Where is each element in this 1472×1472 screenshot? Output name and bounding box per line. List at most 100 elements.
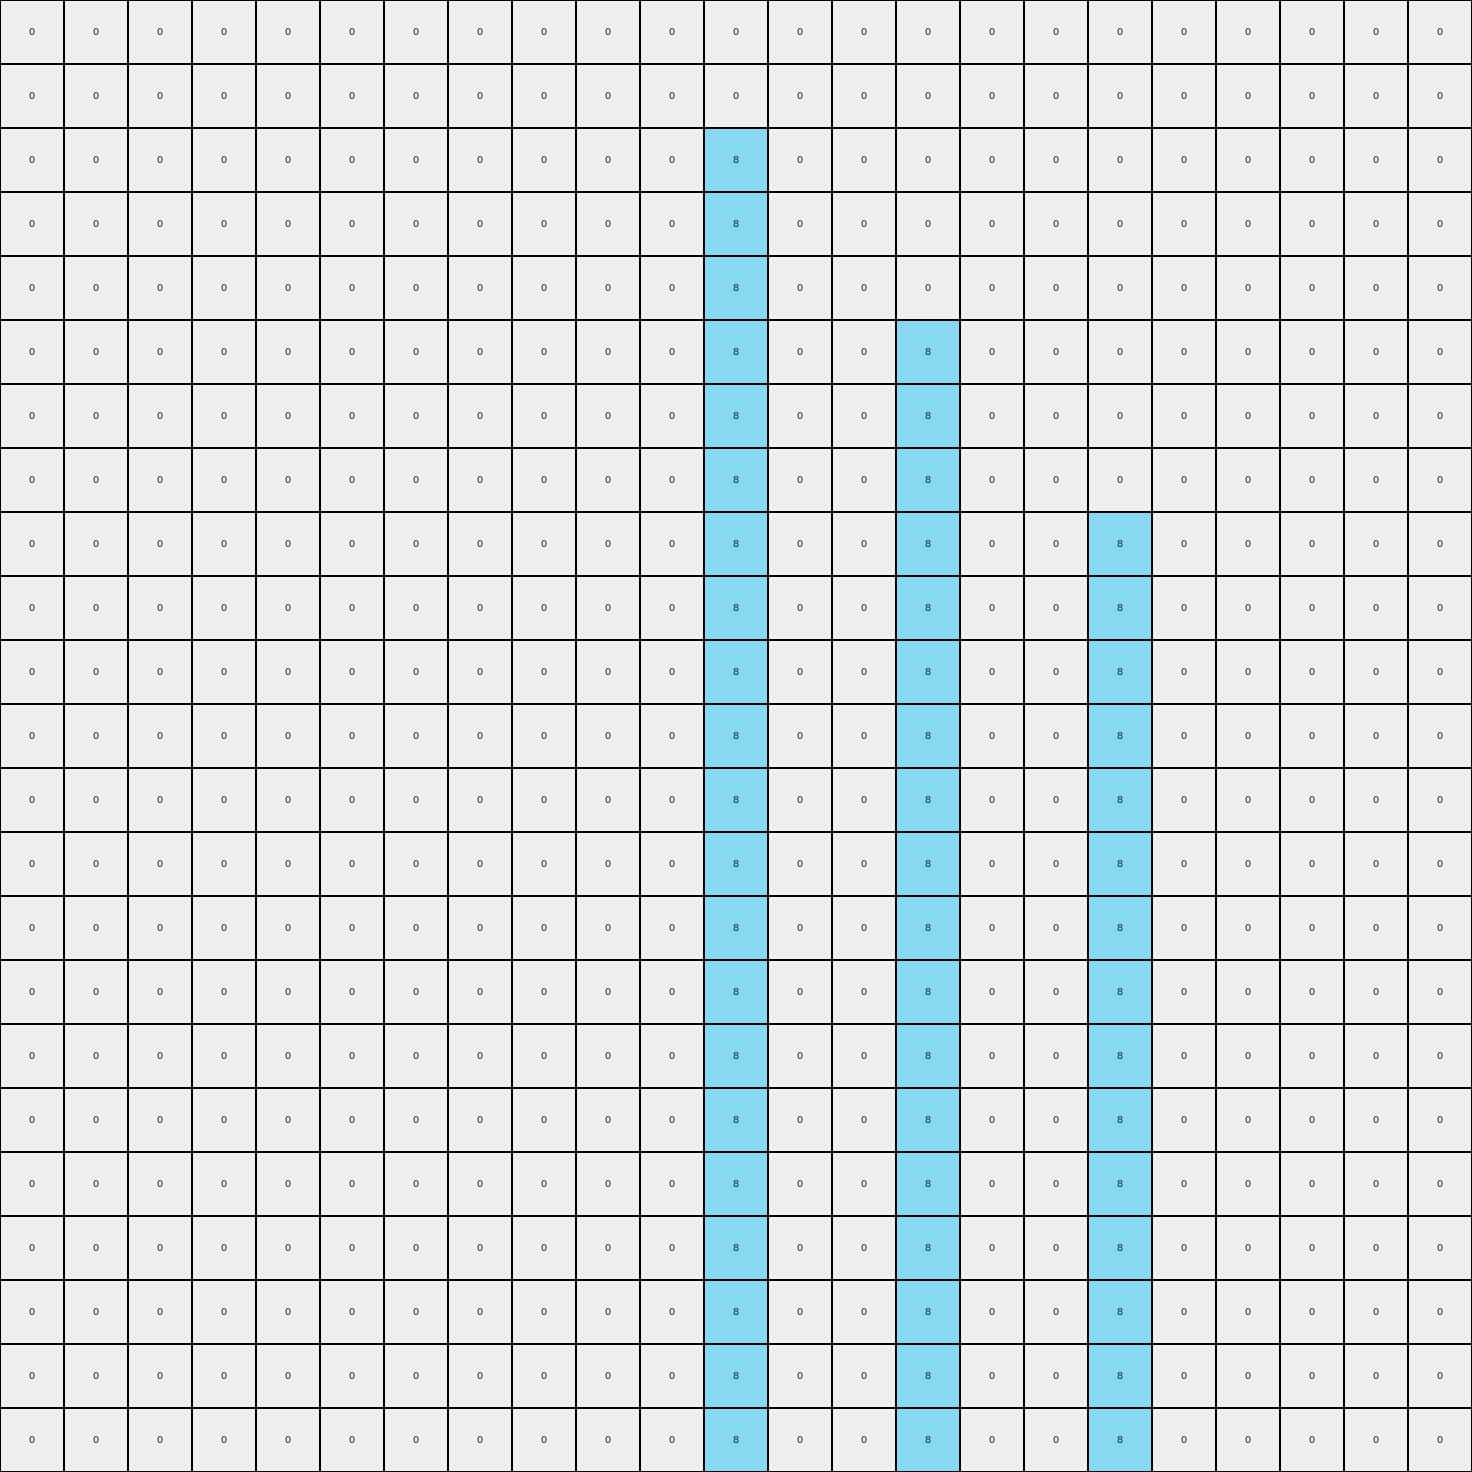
grid-cell[interactable]: 8 [1089, 1025, 1151, 1087]
grid-cell[interactable]: 0 [257, 449, 319, 511]
grid-cell[interactable]: 0 [449, 1217, 511, 1279]
grid-cell[interactable]: 0 [769, 65, 831, 127]
grid-cell[interactable]: 0 [385, 65, 447, 127]
grid-cell[interactable]: 0 [1409, 1153, 1471, 1215]
grid-cell[interactable]: 0 [577, 257, 639, 319]
grid-cell[interactable]: 8 [897, 705, 959, 767]
grid-cell[interactable]: 0 [833, 1281, 895, 1343]
grid-cell[interactable]: 0 [705, 65, 767, 127]
grid-cell[interactable]: 0 [1, 769, 63, 831]
grid-cell[interactable]: 0 [1345, 769, 1407, 831]
grid-cell[interactable]: 0 [385, 1153, 447, 1215]
grid-cell[interactable]: 0 [833, 833, 895, 895]
grid-cell[interactable]: 0 [1345, 641, 1407, 703]
grid-cell[interactable]: 0 [833, 449, 895, 511]
grid-cell[interactable]: 0 [193, 769, 255, 831]
grid-cell[interactable]: 0 [513, 641, 575, 703]
grid-cell[interactable]: 0 [1281, 833, 1343, 895]
grid-cell[interactable]: 0 [1281, 1409, 1343, 1471]
grid-cell[interactable]: 0 [1025, 833, 1087, 895]
grid-cell[interactable]: 0 [1345, 705, 1407, 767]
grid-cell[interactable]: 0 [1345, 1, 1407, 63]
grid-cell[interactable]: 8 [1089, 513, 1151, 575]
grid-cell[interactable]: 0 [1409, 1025, 1471, 1087]
grid-cell[interactable]: 0 [961, 1, 1023, 63]
grid-cell[interactable]: 0 [129, 577, 191, 639]
grid-cell[interactable]: 0 [1409, 641, 1471, 703]
grid-cell[interactable]: 0 [65, 1281, 127, 1343]
grid-cell[interactable]: 0 [1089, 193, 1151, 255]
grid-cell[interactable]: 0 [1217, 257, 1279, 319]
grid-cell[interactable]: 0 [65, 769, 127, 831]
grid-cell[interactable]: 8 [705, 513, 767, 575]
grid-cell[interactable]: 0 [641, 385, 703, 447]
grid-cell[interactable]: 0 [1217, 1, 1279, 63]
grid-cell[interactable]: 0 [513, 1217, 575, 1279]
grid-cell[interactable]: 0 [1, 129, 63, 191]
grid-cell[interactable]: 0 [385, 769, 447, 831]
grid-cell[interactable]: 0 [1409, 1217, 1471, 1279]
grid-cell[interactable]: 0 [65, 897, 127, 959]
grid-cell[interactable]: 0 [513, 193, 575, 255]
grid-cell[interactable]: 0 [385, 257, 447, 319]
grid-cell[interactable]: 0 [321, 769, 383, 831]
grid-cell[interactable]: 0 [961, 769, 1023, 831]
grid-cell[interactable]: 0 [1025, 321, 1087, 383]
grid-cell[interactable]: 0 [1345, 385, 1407, 447]
grid-cell[interactable]: 0 [1089, 257, 1151, 319]
grid-cell[interactable]: 0 [129, 129, 191, 191]
grid-cell[interactable]: 0 [1153, 1153, 1215, 1215]
grid-cell[interactable]: 0 [1409, 1089, 1471, 1151]
grid-cell[interactable]: 0 [1153, 1089, 1215, 1151]
grid-cell[interactable]: 0 [833, 193, 895, 255]
grid-cell[interactable]: 0 [1281, 1281, 1343, 1343]
grid-cell[interactable]: 0 [1409, 1281, 1471, 1343]
grid-cell[interactable]: 0 [1025, 513, 1087, 575]
grid-cell[interactable]: 0 [193, 833, 255, 895]
grid-cell[interactable]: 0 [769, 513, 831, 575]
grid-cell[interactable]: 0 [1281, 1217, 1343, 1279]
grid-cell[interactable]: 8 [705, 321, 767, 383]
grid-cell[interactable]: 0 [1217, 65, 1279, 127]
grid-cell[interactable]: 0 [577, 321, 639, 383]
grid-cell[interactable]: 0 [641, 769, 703, 831]
grid-cell[interactable]: 0 [513, 1153, 575, 1215]
grid-cell[interactable]: 0 [385, 1409, 447, 1471]
grid-cell[interactable]: 0 [385, 1281, 447, 1343]
grid-cell[interactable]: 0 [961, 65, 1023, 127]
grid-cell[interactable]: 0 [385, 1345, 447, 1407]
grid-cell[interactable]: 0 [833, 513, 895, 575]
grid-cell[interactable]: 0 [1089, 321, 1151, 383]
grid-cell[interactable]: 0 [257, 769, 319, 831]
grid-cell[interactable]: 0 [1153, 449, 1215, 511]
grid-cell[interactable]: 0 [833, 897, 895, 959]
grid-cell[interactable]: 0 [65, 1025, 127, 1087]
grid-cell[interactable]: 0 [833, 641, 895, 703]
grid-cell[interactable]: 0 [641, 1089, 703, 1151]
grid-cell[interactable]: 0 [385, 1217, 447, 1279]
grid-cell[interactable]: 0 [769, 129, 831, 191]
grid-cell[interactable]: 0 [1217, 129, 1279, 191]
grid-cell[interactable]: 8 [1089, 961, 1151, 1023]
grid-cell[interactable]: 0 [577, 833, 639, 895]
grid-cell[interactable]: 0 [1153, 257, 1215, 319]
grid-cell[interactable]: 8 [1089, 769, 1151, 831]
grid-cell[interactable]: 0 [449, 1089, 511, 1151]
grid-cell[interactable]: 0 [1345, 257, 1407, 319]
grid-cell[interactable]: 0 [1217, 1345, 1279, 1407]
grid-cell[interactable]: 8 [1089, 1409, 1151, 1471]
grid-cell[interactable]: 8 [705, 641, 767, 703]
grid-cell[interactable]: 0 [1, 1089, 63, 1151]
grid-cell[interactable]: 0 [1025, 1025, 1087, 1087]
grid-cell[interactable]: 0 [257, 1281, 319, 1343]
grid-cell[interactable]: 0 [129, 769, 191, 831]
grid-cell[interactable]: 0 [321, 833, 383, 895]
grid-cell[interactable]: 0 [1281, 257, 1343, 319]
grid-cell[interactable]: 0 [65, 1153, 127, 1215]
grid-cell[interactable]: 0 [1, 641, 63, 703]
grid-cell[interactable]: 0 [769, 1281, 831, 1343]
grid-cell[interactable]: 0 [641, 1409, 703, 1471]
grid-cell[interactable]: 0 [1345, 1409, 1407, 1471]
grid-cell[interactable]: 0 [833, 1345, 895, 1407]
grid-cell[interactable]: 0 [385, 705, 447, 767]
